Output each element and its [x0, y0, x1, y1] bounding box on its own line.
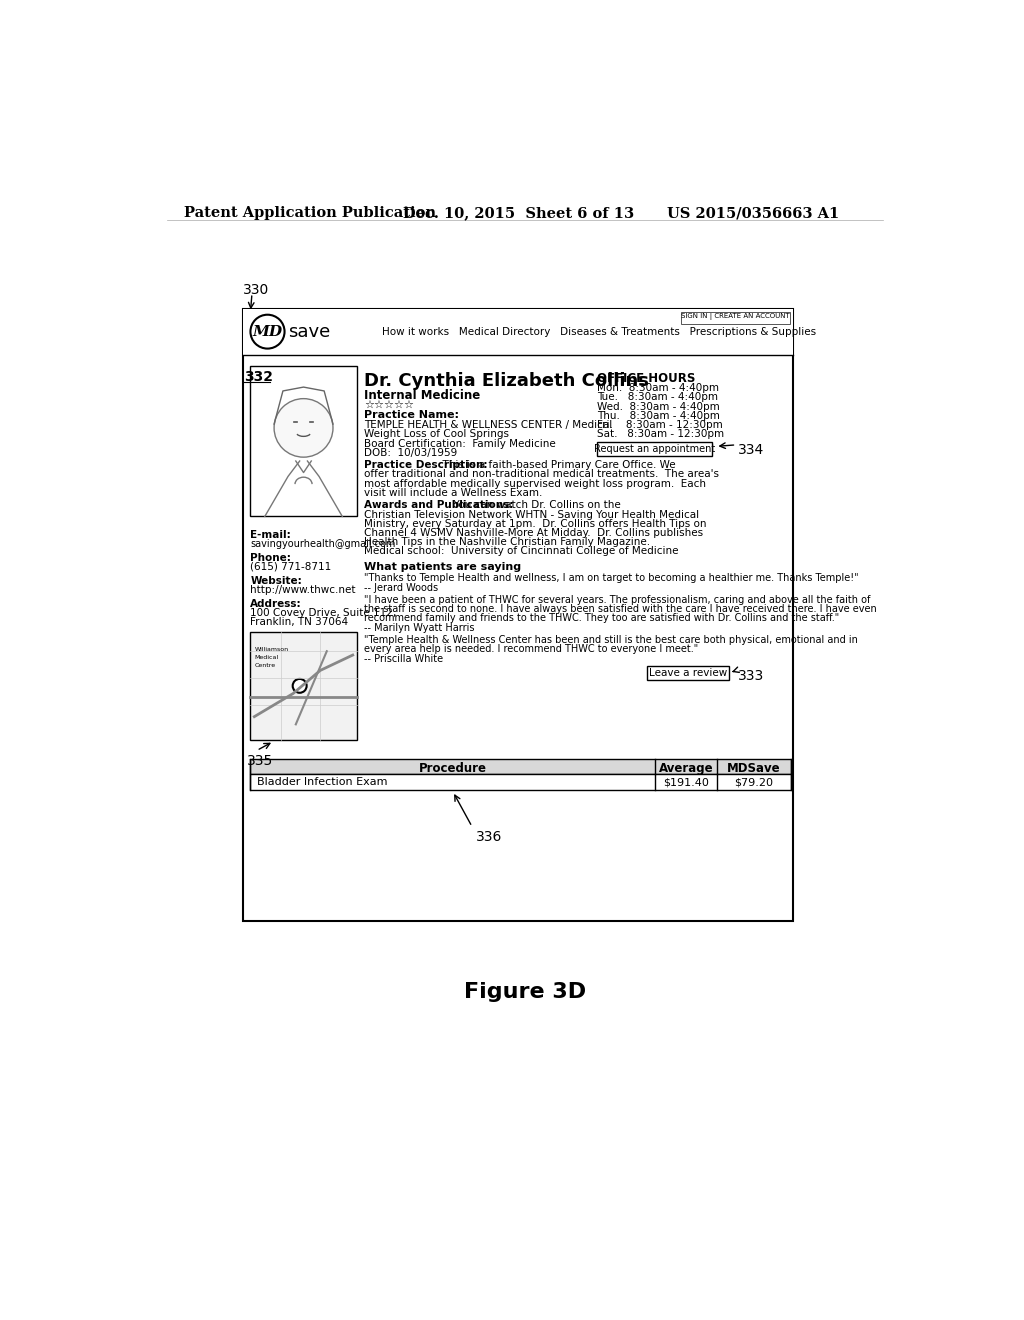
Bar [243, 309, 793, 921]
Bar [251, 367, 356, 516]
Text: "I have been a patient of THWC for several years. The professionalism, caring an: "I have been a patient of THWC for sever… [365, 595, 870, 605]
Bar [647, 665, 729, 680]
Text: $79.20: $79.20 [734, 777, 773, 788]
Text: recommend family and friends to the THWC. They too are satisfied with Dr. Collin: recommend family and friends to the THWC… [365, 614, 840, 623]
Text: visit will include a Wellness Exam.: visit will include a Wellness Exam. [365, 488, 543, 498]
Text: Wed.  8:30am - 4:40pm: Wed. 8:30am - 4:40pm [597, 401, 720, 412]
Text: Christian Television Network WHTN - Saving Your Health Medical: Christian Television Network WHTN - Savi… [365, 510, 699, 520]
Text: OFFICE HOURS: OFFICE HOURS [597, 372, 695, 385]
Text: offer traditional and non-traditional medical treatments.  The area's: offer traditional and non-traditional me… [365, 470, 720, 479]
Text: 336: 336 [476, 830, 503, 843]
Text: Medical: Medical [254, 655, 279, 660]
Circle shape [293, 678, 306, 693]
Text: 334: 334 [738, 444, 764, 457]
Text: Health Tips in the Nashville Christian Family Magazine.: Health Tips in the Nashville Christian F… [365, 537, 650, 548]
Text: save: save [288, 322, 330, 341]
Text: "Thanks to Temple Health and wellness, I am on target to becoming a healthier me: "Thanks to Temple Health and wellness, I… [365, 573, 859, 583]
Bar [251, 759, 791, 775]
Text: Mon.  8:30am - 4:40pm: Mon. 8:30am - 4:40pm [597, 383, 719, 393]
Text: Franklin, TN 37064: Franklin, TN 37064 [251, 618, 348, 627]
Text: Board Certification:  Family Medicine: Board Certification: Family Medicine [365, 438, 556, 449]
Text: (615) 771-8711: (615) 771-8711 [251, 562, 332, 572]
Text: Patent Application Publication: Patent Application Publication [183, 206, 436, 220]
Bar [243, 309, 793, 355]
Text: most affordable medically supervised weight loss program.  Each: most affordable medically supervised wei… [365, 479, 707, 488]
Text: -- Priscilla White: -- Priscilla White [365, 653, 443, 664]
Bar [251, 775, 791, 789]
Text: -- Jerard Woods: -- Jerard Woods [365, 582, 438, 593]
Bar [597, 442, 712, 455]
Text: Internal Medicine: Internal Medicine [365, 389, 480, 403]
Text: E-mail:: E-mail: [251, 529, 291, 540]
Text: Leave a review: Leave a review [649, 668, 727, 678]
Text: DOB:  10/03/1959: DOB: 10/03/1959 [365, 447, 458, 458]
Text: 335: 335 [247, 754, 272, 768]
Text: Practice Name:: Practice Name: [365, 411, 460, 420]
Text: Fri.    8:30am - 12:30pm: Fri. 8:30am - 12:30pm [597, 420, 723, 430]
Text: What patients are saying: What patients are saying [365, 562, 521, 572]
Circle shape [274, 399, 333, 457]
Text: Procedure: Procedure [419, 762, 486, 775]
Text: Thu.   8:30am - 4:40pm: Thu. 8:30am - 4:40pm [597, 411, 720, 421]
Text: Centre: Centre [254, 663, 275, 668]
Text: Channel 4 WSMV Nashville-More At Midday.  Dr. Collins publishes: Channel 4 WSMV Nashville-More At Midday.… [365, 528, 703, 539]
Text: 332: 332 [245, 370, 273, 384]
Text: MD: MD [253, 325, 283, 339]
Text: 330: 330 [243, 284, 269, 297]
Text: Dr. Cynthia Elizabeth Collins: Dr. Cynthia Elizabeth Collins [365, 372, 649, 391]
Circle shape [251, 314, 285, 348]
Text: Address:: Address: [251, 599, 302, 609]
Text: Dec. 10, 2015  Sheet 6 of 13: Dec. 10, 2015 Sheet 6 of 13 [403, 206, 634, 220]
Text: Practice Description:: Practice Description: [365, 461, 487, 470]
Text: MDSave: MDSave [727, 762, 780, 775]
Text: "Temple Health & Wellness Center has been and still is the best care both physic: "Temple Health & Wellness Center has bee… [365, 635, 858, 645]
Text: Weight Loss of Cool Springs: Weight Loss of Cool Springs [365, 429, 509, 440]
Bar [251, 632, 356, 739]
Text: ☆☆☆☆☆: ☆☆☆☆☆ [365, 400, 415, 411]
Text: Awards and Publications:: Awards and Publications: [365, 500, 514, 511]
Text: Average: Average [658, 762, 714, 775]
Text: Tue.   8:30am - 4:40pm: Tue. 8:30am - 4:40pm [597, 392, 718, 403]
Text: Request an appointment: Request an appointment [594, 444, 715, 454]
Text: every area help is needed. I recommend THWC to everyone I meet.": every area help is needed. I recommend T… [365, 644, 698, 655]
Text: Medical school:  University of Cincinnati College of Medicine: Medical school: University of Cincinnati… [365, 546, 679, 557]
Text: the staff is second to none. I have always been satisfied with the care I have r: the staff is second to none. I have alwa… [365, 605, 878, 614]
Text: How it works   Medical Directory   Diseases & Treatments   Prescriptions & Suppl: How it works Medical Directory Diseases … [382, 326, 816, 337]
Text: http://www.thwc.net: http://www.thwc.net [251, 585, 356, 595]
Bar [681, 312, 790, 323]
Text: 333: 333 [738, 669, 764, 682]
Text: -- Marilyn Wyatt Harris: -- Marilyn Wyatt Harris [365, 623, 475, 632]
Text: US 2015/0356663 A1: US 2015/0356663 A1 [667, 206, 839, 220]
Text: Phone:: Phone: [251, 553, 291, 562]
Text: 100 Covey Drive, Suite 112,: 100 Covey Drive, Suite 112, [251, 609, 396, 618]
Text: Ministry, every Saturday at 1pm.  Dr. Collins offers Health Tips on: Ministry, every Saturday at 1pm. Dr. Col… [365, 519, 707, 529]
Text: savingyourhealth@gmail.com: savingyourhealth@gmail.com [251, 539, 396, 549]
Text: This is a faith-based Primary Care Office. We: This is a faith-based Primary Care Offic… [436, 461, 676, 470]
Text: Sat.   8:30am - 12:30pm: Sat. 8:30am - 12:30pm [597, 429, 724, 440]
Text: SIGN IN | CREATE AN ACCOUNT: SIGN IN | CREATE AN ACCOUNT [681, 313, 790, 321]
Text: Bladder Infection Exam: Bladder Infection Exam [257, 777, 387, 788]
Text: $191.40: $191.40 [664, 777, 709, 788]
Text: Figure 3D: Figure 3D [464, 982, 586, 1002]
Text: You can watch Dr. Collins on the: You can watch Dr. Collins on the [447, 500, 621, 511]
Text: Website:: Website: [251, 576, 302, 586]
Text: TEMPLE HEALTH & WELLNESS CENTER / Medical: TEMPLE HEALTH & WELLNESS CENTER / Medica… [365, 420, 612, 430]
Text: Williamson: Williamson [254, 647, 289, 652]
